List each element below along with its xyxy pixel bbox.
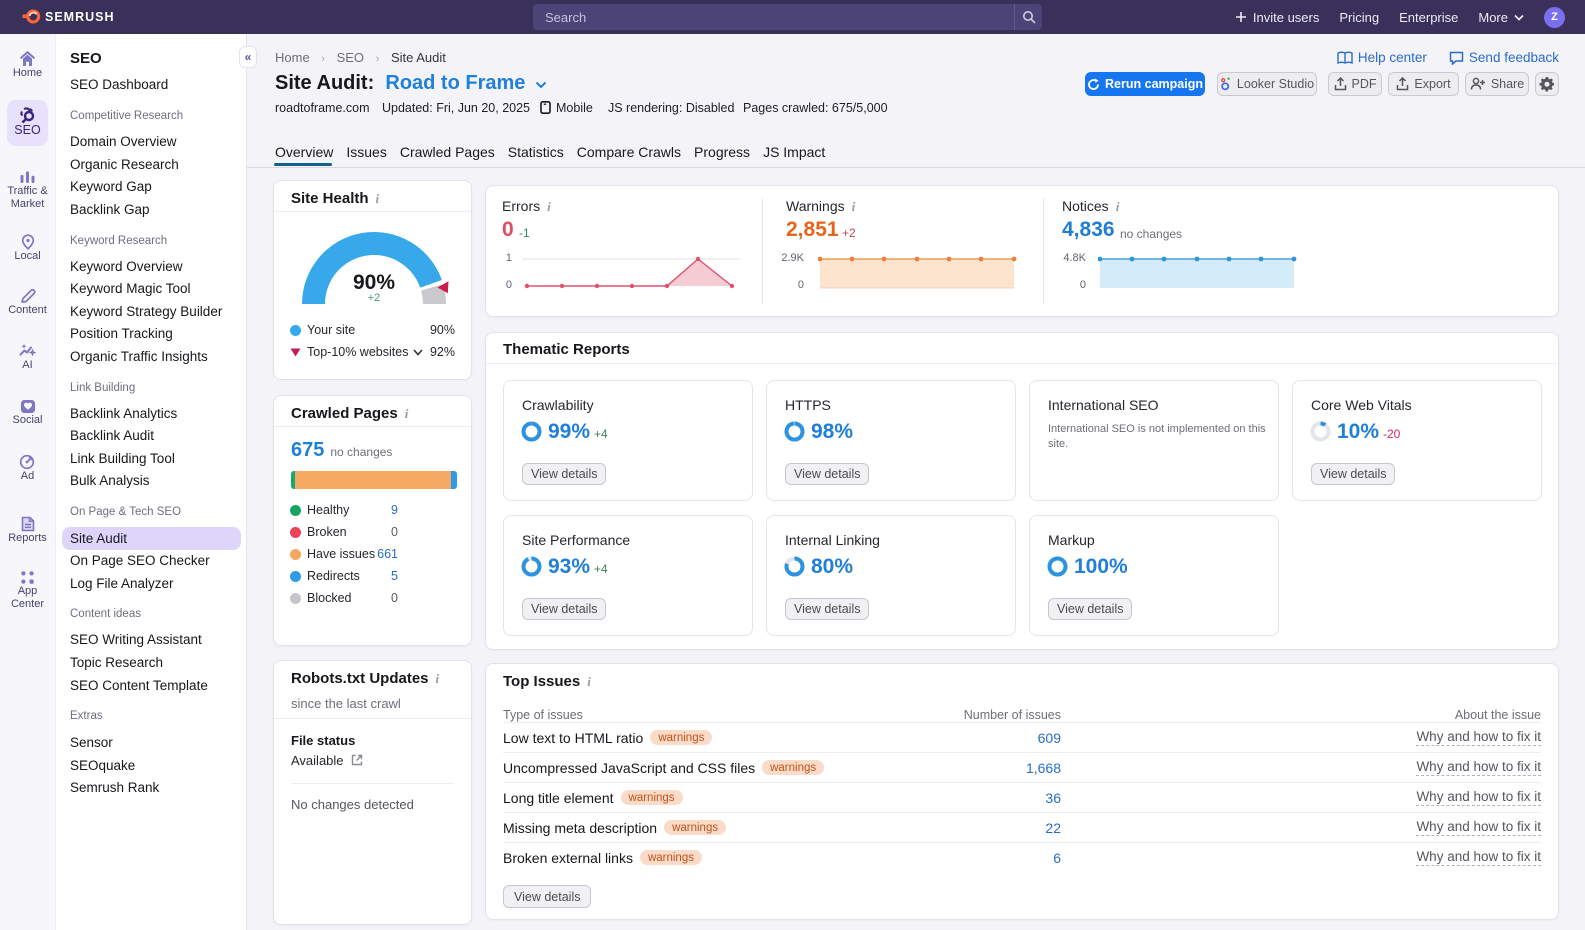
svg-text:90%: 90% bbox=[353, 271, 395, 294]
svg-text:+2: +2 bbox=[368, 292, 381, 304]
